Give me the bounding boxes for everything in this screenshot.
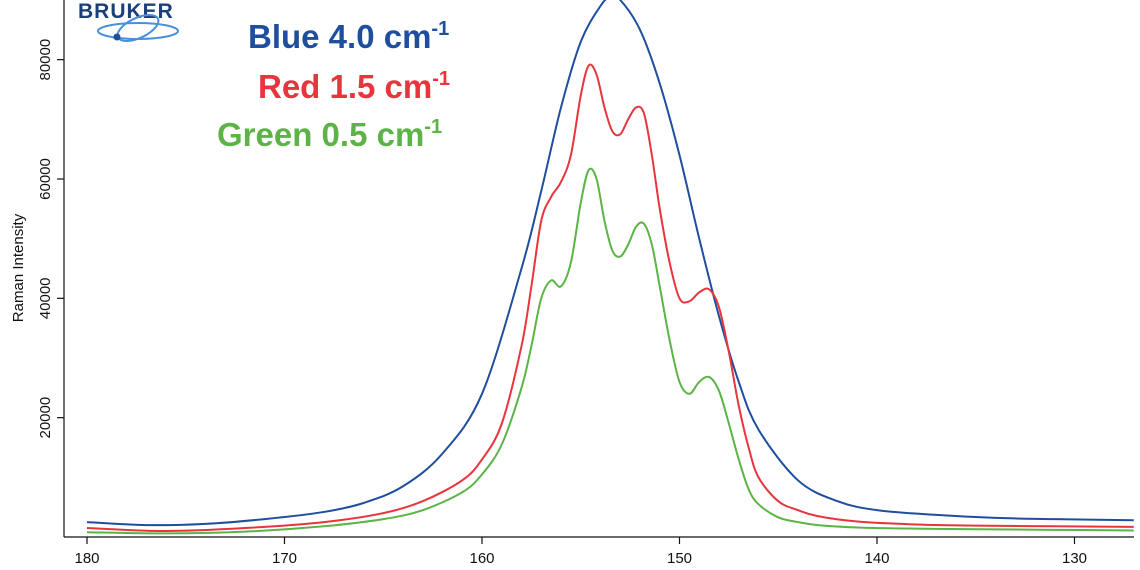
legend-item-green: Green 0.5 cm-1 — [217, 116, 442, 153]
y-axis-title: Raman Intensity — [10, 213, 27, 322]
bruker-logo: BRUKER — [78, 0, 179, 42]
series-group — [86, 0, 1134, 535]
legend-item-red: Red 1.5 cm-1 — [258, 68, 450, 105]
series-line-red — [86, 63, 1134, 533]
x-tick-label: 150 — [667, 550, 692, 567]
y-tick-label: 20000 — [37, 397, 54, 439]
legend-item-blue: Blue 4.0 cm-1 — [248, 18, 449, 55]
y-axis-ticks: 20000 40000 60000 80000 — [37, 39, 64, 439]
series-line-green — [86, 167, 1134, 535]
y-tick-label: 60000 — [37, 158, 54, 200]
legend: Blue 4.0 cm-1 Red 1.5 cm-1 Green 0.5 cm-… — [217, 18, 450, 153]
x-tick-label: 180 — [74, 550, 99, 567]
x-tick-label: 160 — [469, 550, 494, 567]
x-tick-label: 140 — [864, 550, 889, 567]
y-tick-label: 40000 — [37, 277, 54, 319]
y-tick-label: 80000 — [37, 39, 54, 81]
series-line-blue — [86, 0, 1134, 527]
atom-icon — [97, 14, 179, 42]
x-tick-label: 130 — [1062, 550, 1087, 567]
x-tick-label: 170 — [272, 550, 297, 567]
x-axis-ticks: 180 170 160 150 140 130 — [74, 537, 1087, 567]
logo-text: BRUKER — [78, 0, 174, 23]
